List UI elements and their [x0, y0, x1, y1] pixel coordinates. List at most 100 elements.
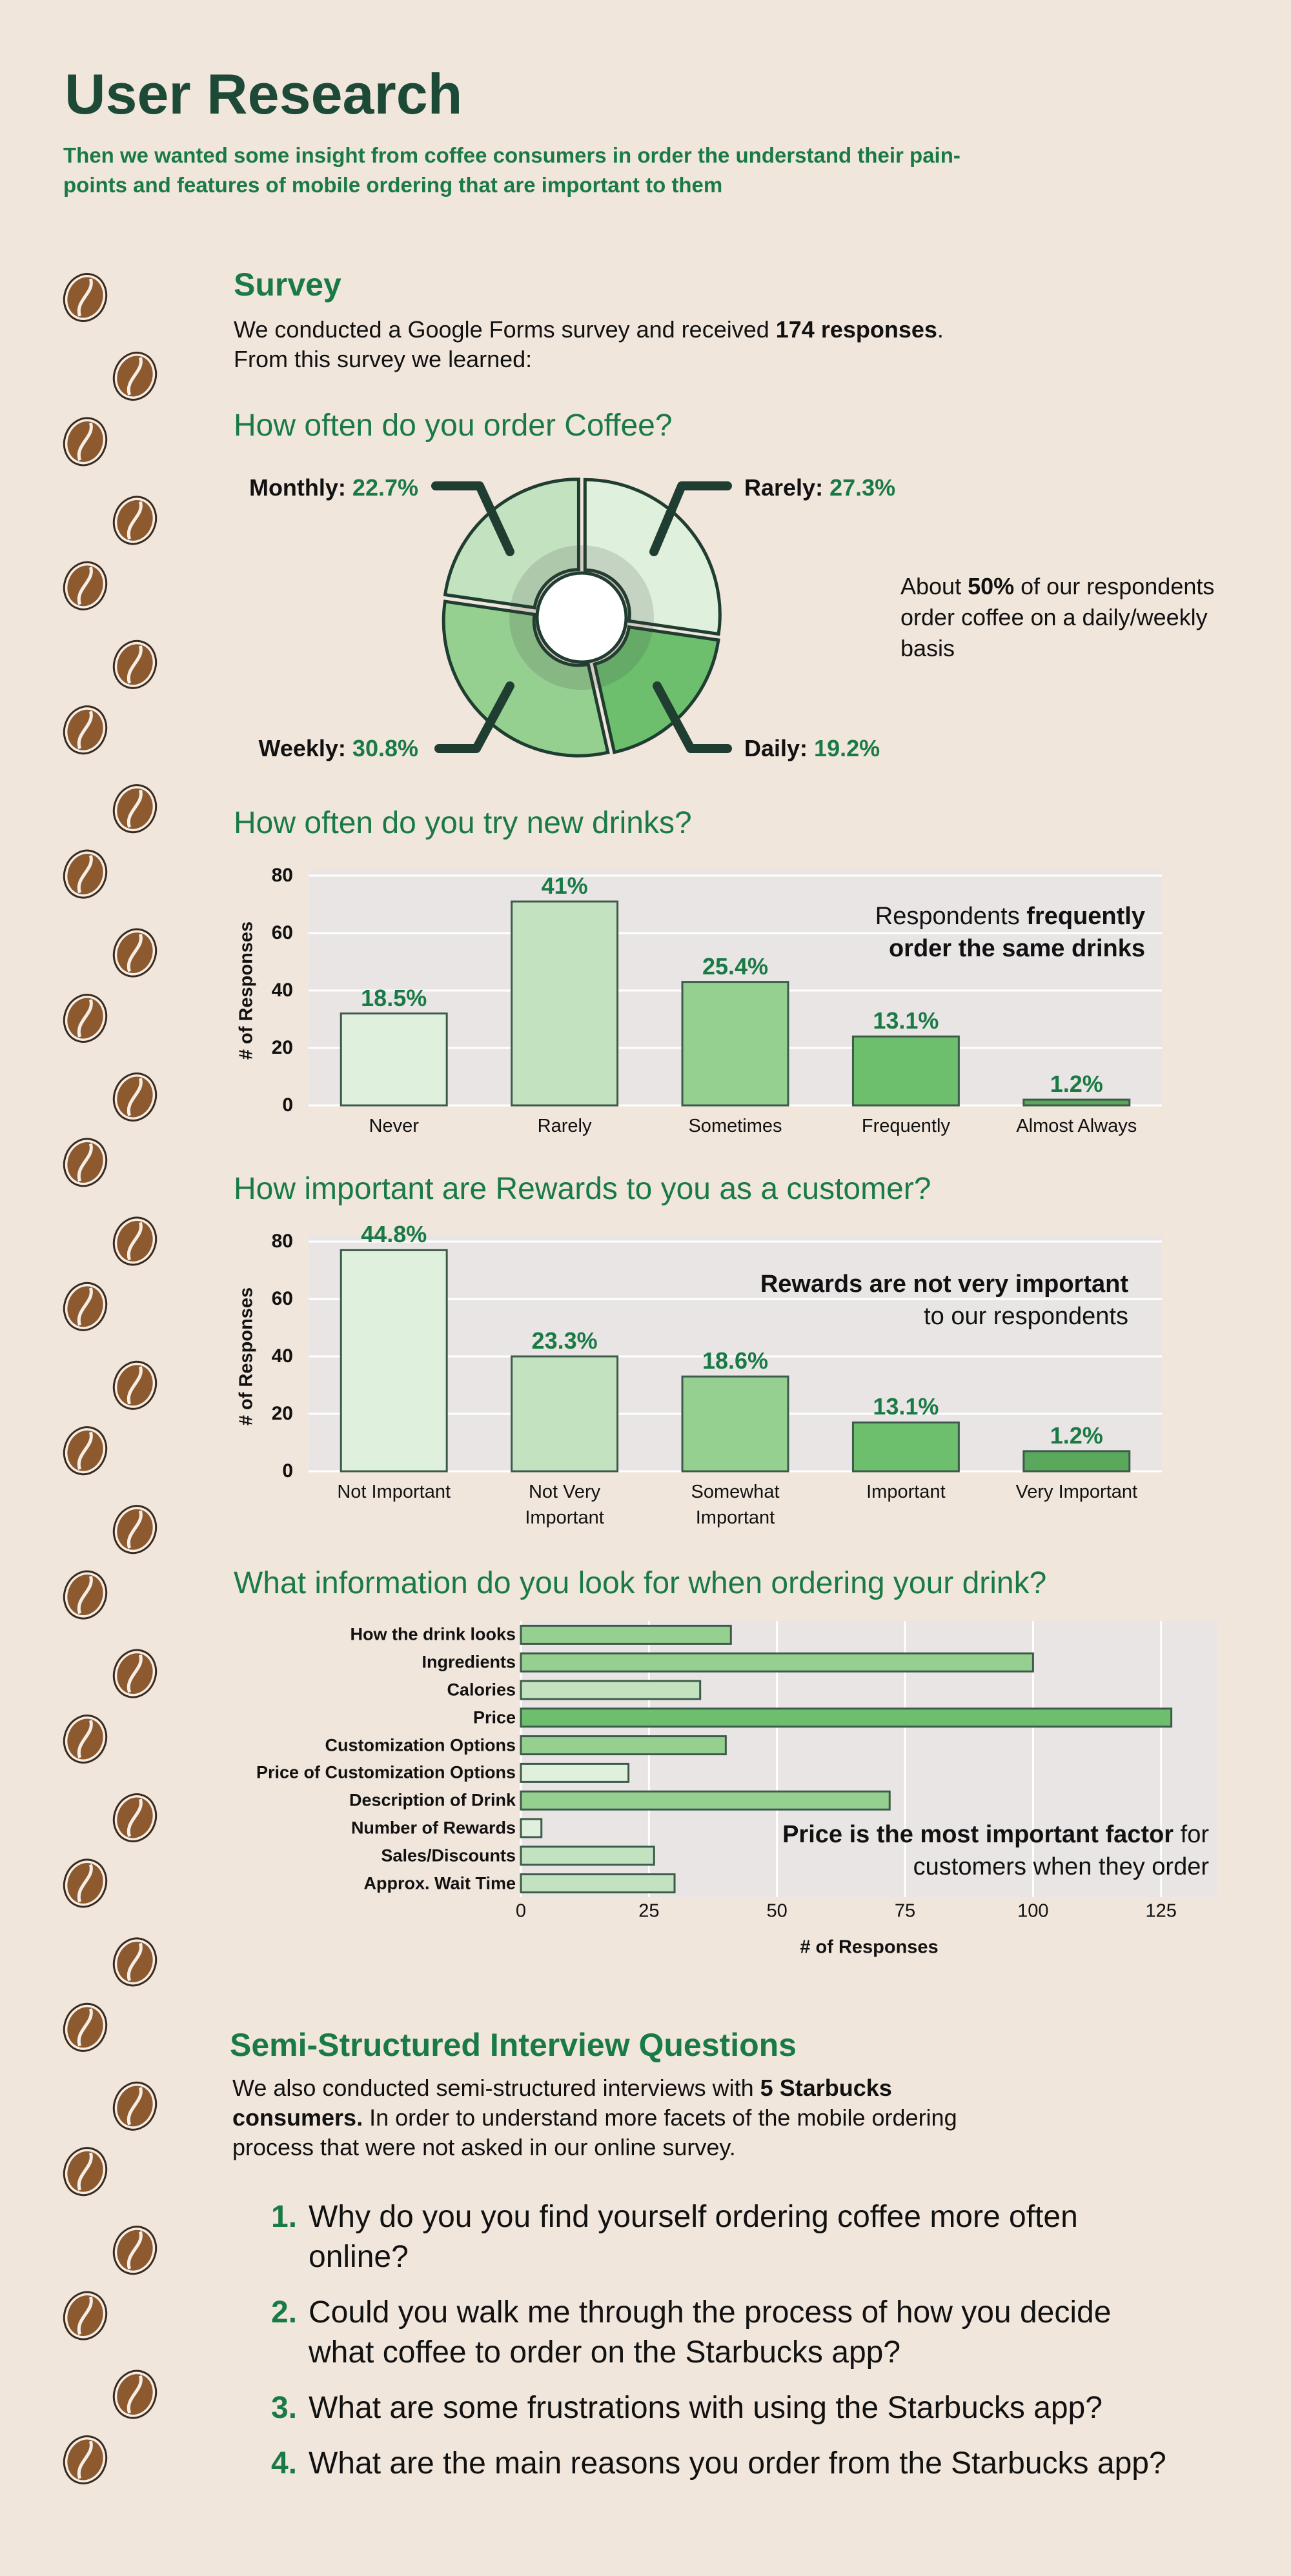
bean-crease	[77, 854, 93, 894]
bar	[520, 1818, 543, 1838]
y-tick-label: Price of Customization Options	[256, 1762, 516, 1782]
x-tick-label: 125	[1145, 1900, 1177, 1922]
y-tick-label: 20	[271, 1403, 293, 1424]
question-list: 1. Why do you you find yourself ordering …	[271, 2197, 1188, 2484]
slice-label: Rarely: 27.3%	[744, 474, 895, 501]
x-tick-label: Never	[369, 1116, 419, 1136]
bar	[520, 1707, 1173, 1728]
bean-crease	[77, 2152, 93, 2191]
coffee-bean	[63, 273, 108, 322]
y-tick-label: Price	[473, 1707, 516, 1727]
slice-category: Rarely:	[744, 474, 824, 501]
pie-slice	[583, 478, 722, 636]
bean-crease	[127, 645, 143, 684]
y-tick-label: Approx. Wait Time	[363, 1873, 516, 1893]
coffee-bean	[112, 2081, 158, 2131]
bar	[520, 1846, 655, 1866]
pie-slice	[443, 478, 580, 610]
coffee-bean	[63, 1138, 108, 1187]
coffee-bean	[63, 561, 108, 610]
bar-percent-label: 1.2%	[1050, 1071, 1103, 1098]
text-run: .	[937, 316, 944, 343]
x-tick-label: Rarely	[537, 1116, 592, 1136]
leader-line	[649, 481, 732, 556]
coffee-bean	[63, 2002, 108, 2052]
x-tick-label: Sometimes	[688, 1116, 782, 1136]
bean-crease	[77, 999, 93, 1038]
coffee-bean	[63, 417, 108, 467]
bean-crease	[77, 1143, 93, 1182]
bar	[681, 1375, 789, 1473]
question-text: Could you walk me through the process of…	[309, 2295, 1112, 2370]
text-run: for customers when they order	[913, 1821, 1216, 1880]
bean-crease	[77, 567, 93, 605]
bean-crease	[127, 2231, 143, 2269]
coffee-bean	[112, 2370, 158, 2419]
question-number: 2.	[271, 2295, 298, 2329]
page-title: User Research	[65, 62, 463, 126]
y-tick-label: Calories	[447, 1680, 516, 1700]
x-tick-label: 25	[638, 1900, 660, 1922]
x-tick-label: Somewhat Important	[691, 1482, 780, 1528]
text-run: In order to understand more facets of th…	[232, 2104, 964, 2160]
y-tick-label: Sales/Discounts	[381, 1846, 516, 1866]
coffee-bean	[112, 639, 158, 689]
x-tick-label: Very Important	[1015, 1482, 1138, 1502]
bean-crease	[127, 789, 143, 828]
bean-crease	[77, 278, 93, 317]
coffee-bean	[63, 1426, 108, 1476]
bar-percent-label: 23.3%	[531, 1327, 598, 1354]
coffee-bean	[112, 1649, 158, 1698]
question-number: 1.	[271, 2200, 298, 2234]
bean-crease	[77, 1720, 93, 1758]
x-tick-label: 100	[1017, 1900, 1049, 1922]
page-subtitle: Then we wanted some insight from coffee …	[63, 143, 961, 197]
chart-title: How often do you order Coffee?	[234, 408, 673, 443]
bean-crease	[127, 1078, 143, 1116]
y-axis-label: # of Responses	[236, 921, 257, 1060]
bar	[851, 1035, 960, 1107]
y-tick-label: How the drink looks	[350, 1624, 516, 1644]
bean-crease	[127, 1798, 143, 1837]
bar-percent-label: 25.4%	[702, 952, 769, 980]
coffee-bean	[63, 994, 108, 1043]
coffee-bean	[63, 1282, 108, 1331]
coffee-bean	[112, 928, 158, 978]
text-line: From this survey we learned:	[234, 345, 1073, 374]
text-line: We conducted a Google Forms survey and r…	[234, 315, 1073, 345]
bar	[1022, 1450, 1131, 1473]
slice-value: 27.3%	[829, 474, 896, 501]
bar-percent-label: 18.5%	[361, 984, 427, 1011]
text-run: frequently order the same drinks	[888, 903, 1152, 962]
bean-crease	[127, 1366, 143, 1405]
bar	[340, 1249, 448, 1473]
section-heading: Semi-Structured Interview Questions	[230, 2027, 797, 2063]
bean-crease	[77, 2440, 93, 2479]
y-tick-label: 0	[282, 1094, 293, 1116]
coffee-bean	[112, 352, 158, 401]
bar	[340, 1012, 448, 1107]
slice-label: Daily: 19.2%	[744, 735, 880, 762]
bar-percent-label: 1.2%	[1050, 1422, 1103, 1449]
text-run: to our respondents	[924, 1271, 1135, 1330]
chart-title: What information do you look for when or…	[234, 1566, 1047, 1600]
coffee-bean	[112, 1216, 158, 1266]
x-tick-label: Important	[866, 1482, 946, 1502]
slice-value: 19.2%	[814, 735, 880, 761]
bar	[520, 1873, 676, 1894]
slice-label: Monthly: 22.7%	[249, 474, 418, 501]
slice-category: Daily:	[744, 735, 808, 761]
question: 3. What are some frustrations with using …	[271, 2388, 1188, 2428]
y-tick-label: 80	[271, 1231, 293, 1252]
bar	[851, 1421, 960, 1473]
bar	[681, 981, 789, 1107]
section-heading: Survey	[234, 267, 341, 303]
question-number: 4.	[271, 2446, 298, 2480]
question: 1. Why do you you find yourself ordering …	[271, 2197, 1188, 2277]
slice-value: 30.8%	[352, 735, 418, 761]
x-tick-label: 75	[894, 1900, 916, 1922]
y-tick-label: 0	[282, 1460, 293, 1482]
bean-crease	[77, 1575, 93, 1615]
x-tick-label: Not Important	[337, 1482, 451, 1502]
